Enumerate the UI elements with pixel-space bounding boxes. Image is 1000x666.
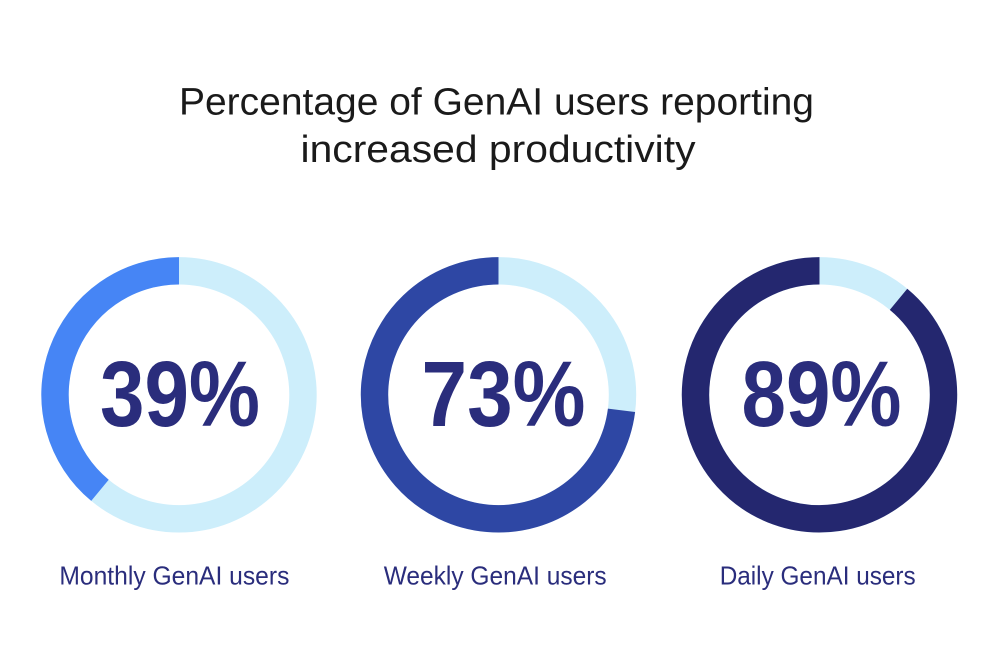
svg-text:39%: 39% [100,342,260,446]
svg-text:Monthly GenAI users: Monthly GenAI users [59,561,289,591]
svg-text:73%: 73% [422,342,586,446]
svg-text:Daily GenAI users: Daily GenAI users [720,561,916,591]
svg-text:increased productivity: increased productivity [301,129,696,171]
svg-text:89%: 89% [742,342,902,446]
svg-text:Weekly GenAI users: Weekly GenAI users [384,561,607,591]
svg-text:Percentage of GenAI users repo: Percentage of GenAI users reporting [179,81,814,123]
